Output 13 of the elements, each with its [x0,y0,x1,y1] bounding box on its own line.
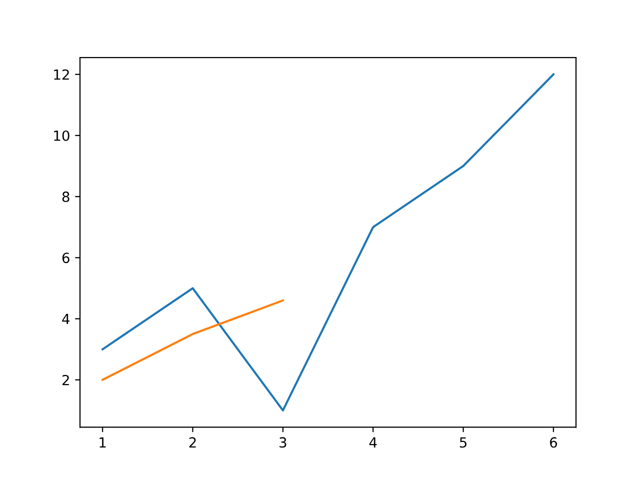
x-tick-label: 6 [550,437,557,448]
y-tick-label: 10 [54,130,70,141]
x-tick-label: 4 [369,437,377,448]
y-tick-label: 2 [62,374,69,386]
x-tick-label: 3 [280,437,286,448]
x-tick-label: 1 [100,437,106,448]
x-tick-label: 5 [460,437,466,448]
y-tick-label: 8 [62,192,70,202]
y-tick-label: 4 [62,314,70,324]
y-tick-label: 12 [54,69,69,80]
y-tick-label: 6 [62,252,70,264]
x-tick-label: 2 [189,437,196,448]
line-series [102,73,554,412]
